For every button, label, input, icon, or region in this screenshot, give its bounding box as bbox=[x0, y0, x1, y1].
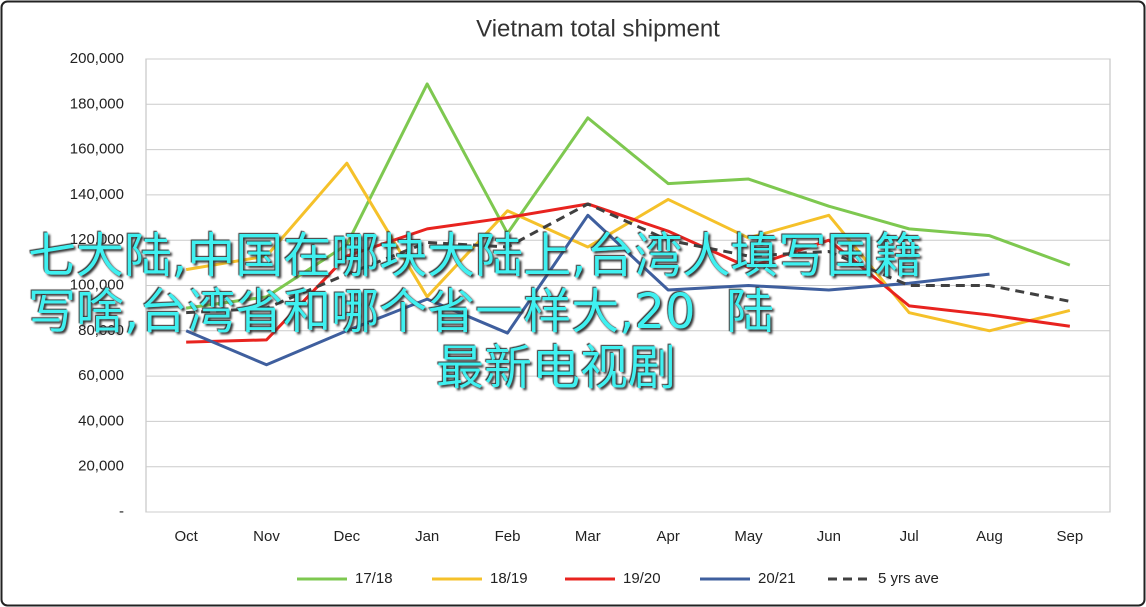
overlay-text: 写啥,台湾省和哪个省一样大,20 陆 bbox=[28, 284, 775, 340]
y-tick-label: 200,000 bbox=[70, 50, 124, 67]
x-tick-label: Apr bbox=[656, 528, 679, 545]
y-tick-label: 20,000 bbox=[78, 458, 124, 475]
x-tick-label: Oct bbox=[174, 528, 198, 545]
y-tick-label: 40,000 bbox=[78, 412, 124, 429]
y-tick-label: 80,000 bbox=[78, 322, 124, 339]
x-tick-label: Nov bbox=[253, 528, 280, 545]
legend-label: 5 yrs ave bbox=[878, 570, 939, 587]
x-tick-label: Jul bbox=[900, 528, 919, 545]
overlay-text: 七大陆,中国在哪块大陆上,台湾人填写国籍 bbox=[28, 228, 923, 284]
legend-label: 19/20 bbox=[623, 570, 661, 587]
chart-title: Vietnam total shipment bbox=[476, 15, 720, 42]
legend-label: 17/18 bbox=[355, 570, 393, 587]
legend-label: 18/19 bbox=[490, 570, 528, 587]
y-tick-label: 160,000 bbox=[70, 141, 124, 158]
series-line bbox=[185, 82, 1071, 310]
y-tick-label: - bbox=[119, 503, 124, 520]
series-line bbox=[186, 202, 1071, 315]
x-tick-label: Sep bbox=[1056, 528, 1083, 545]
series-line bbox=[185, 213, 990, 367]
x-tick-label: Aug bbox=[976, 528, 1003, 545]
series-line bbox=[186, 202, 1071, 344]
x-tick-label: Dec bbox=[333, 528, 360, 545]
y-tick-label: 140,000 bbox=[70, 186, 124, 203]
overlay-text: 最新电视剧 bbox=[436, 340, 677, 396]
x-tick-label: Mar bbox=[575, 528, 601, 545]
y-tick-label: 180,000 bbox=[70, 95, 124, 112]
y-tick-label: 100,000 bbox=[70, 276, 124, 293]
y-tick-label: 120,000 bbox=[70, 231, 124, 248]
x-tick-label: May bbox=[734, 528, 763, 545]
y-tick-label: 60,000 bbox=[78, 367, 124, 384]
x-tick-label: Jun bbox=[817, 528, 841, 545]
legend-label: 20/21 bbox=[758, 570, 796, 587]
x-tick-label: Jan bbox=[415, 528, 439, 545]
x-tick-label: Feb bbox=[495, 528, 521, 545]
